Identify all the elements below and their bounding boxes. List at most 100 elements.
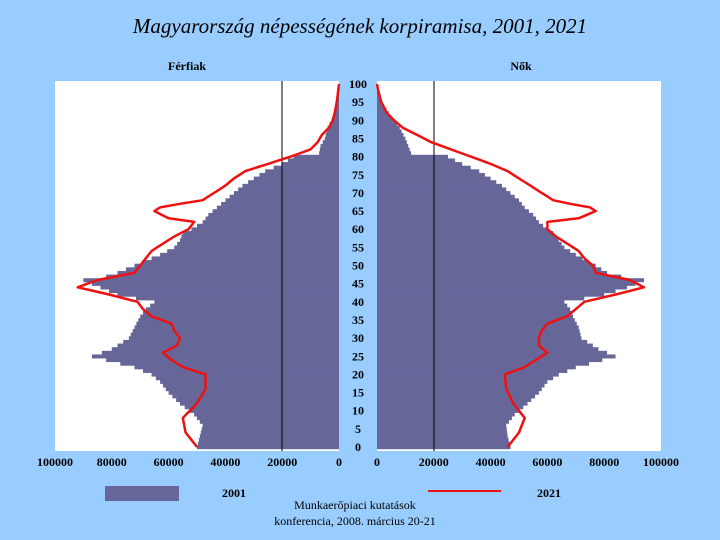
age-tick-30: 30 xyxy=(352,331,364,345)
female-bar-age-13 xyxy=(377,398,532,403)
male-bar-age-84 xyxy=(322,140,339,145)
female-bar-age-32 xyxy=(377,329,580,334)
male-bar-age-70 xyxy=(233,191,339,196)
female-bar-age-49 xyxy=(377,267,602,272)
male-bar-age-76 xyxy=(265,169,339,174)
male-bar-age-16 xyxy=(165,387,339,392)
female-bar-age-16 xyxy=(377,387,542,392)
male-bar-age-45 xyxy=(91,281,339,286)
female-bar-age-65 xyxy=(377,209,529,214)
female-bar-age-23 xyxy=(377,361,590,366)
male-bar-age-46 xyxy=(83,278,340,283)
age-tick-15: 15 xyxy=(352,386,364,400)
male-bar-age-49 xyxy=(126,267,339,272)
age-tick-20: 20 xyxy=(352,367,364,381)
female-bar-age-36 xyxy=(377,314,573,319)
male-bar-age-44 xyxy=(100,285,339,290)
female-bar-age-38 xyxy=(377,307,571,312)
age-tick-60: 60 xyxy=(352,222,364,236)
male-bar-age-22 xyxy=(134,365,339,370)
left-x-tick-20000: 20000 xyxy=(267,455,297,469)
legend-2021-label: 2021 xyxy=(537,486,561,500)
male-bar-age-74 xyxy=(253,176,339,181)
female-bar-age-21 xyxy=(377,368,568,373)
male-bar-age-38 xyxy=(145,307,339,312)
male-bar-age-41 xyxy=(135,296,339,301)
female-bar-age-26 xyxy=(377,350,608,355)
male-bar-age-80 xyxy=(293,154,339,159)
female-bar-age-73 xyxy=(377,180,497,185)
female-bar-age-14 xyxy=(377,394,536,399)
female-bar-age-11 xyxy=(377,405,524,410)
female-bar-age-29 xyxy=(377,339,588,344)
female-bar-age-34 xyxy=(377,321,577,326)
female-bar-age-97 xyxy=(377,93,380,98)
male-bar-age-91 xyxy=(333,114,339,119)
male-bar-age-7 xyxy=(199,419,339,424)
female-bar-age-72 xyxy=(377,183,502,188)
age-tick-25: 25 xyxy=(352,349,364,363)
male-bar-age-52 xyxy=(151,256,339,261)
female-bar-age-86 xyxy=(377,133,404,138)
male-bar-age-39 xyxy=(150,303,339,308)
female-bar-age-94 xyxy=(377,103,385,108)
female-bar-age-8 xyxy=(377,416,512,421)
left-x-tick-0: 0 xyxy=(336,455,342,469)
male-bar-age-15 xyxy=(168,390,339,395)
male-bar-age-60 xyxy=(191,227,339,232)
female-bar-age-2 xyxy=(377,437,509,442)
female-bar-age-79 xyxy=(377,158,456,163)
female-bar-age-76 xyxy=(377,169,480,174)
female-bar-age-19 xyxy=(377,376,554,381)
age-tick-0: 0 xyxy=(355,440,361,454)
age-tick-80: 80 xyxy=(352,150,364,164)
age-tick-35: 35 xyxy=(352,313,364,327)
male-bar-age-2 xyxy=(198,437,339,442)
female-bar-age-25 xyxy=(377,354,616,359)
female-bar-age-40 xyxy=(377,300,565,304)
male-bar-age-21 xyxy=(143,368,339,373)
male-bar-age-75 xyxy=(259,172,339,177)
female-bar-age-81 xyxy=(377,151,412,156)
male-bar-age-5 xyxy=(201,427,339,432)
male-bar-age-33 xyxy=(134,325,339,330)
female-bar-age-58 xyxy=(377,234,556,239)
female-bar-age-96 xyxy=(377,96,381,101)
male-bar-age-23 xyxy=(120,361,339,366)
male-bar-age-58 xyxy=(181,234,339,239)
male-bar-age-28 xyxy=(117,343,339,348)
right-side-label: Nők xyxy=(510,59,532,73)
male-bar-age-17 xyxy=(162,383,339,388)
female-bar-age-90 xyxy=(377,118,395,123)
female-bar-age-5 xyxy=(377,427,507,432)
male-bar-age-26 xyxy=(101,350,339,355)
female-bar-age-28 xyxy=(377,343,593,348)
male-bar-age-13 xyxy=(176,398,339,403)
left-x-tick-40000: 40000 xyxy=(210,455,240,469)
male-bar-age-11 xyxy=(184,405,339,410)
male-bar-age-51 xyxy=(143,260,339,265)
male-bar-age-14 xyxy=(172,394,339,399)
female-bar-age-27 xyxy=(377,347,599,352)
male-bar-age-83 xyxy=(320,143,339,148)
male-bar-age-42 xyxy=(117,292,339,297)
female-bar-age-45 xyxy=(377,281,636,286)
right-x-tick-100000: 100000 xyxy=(643,455,679,469)
male-bar-age-56 xyxy=(177,241,339,246)
male-bar-age-27 xyxy=(111,347,339,352)
female-bar-age-44 xyxy=(377,285,627,290)
left-x-tick-80000: 80000 xyxy=(97,455,127,469)
females-2001-bars xyxy=(377,85,644,450)
left-side-label: Férfiak xyxy=(168,59,206,73)
female-bar-age-24 xyxy=(377,358,603,363)
female-bar-age-48 xyxy=(377,270,608,275)
male-bar-age-63 xyxy=(205,216,339,221)
female-bar-age-59 xyxy=(377,231,554,236)
male-bar-age-69 xyxy=(229,194,339,199)
female-bar-age-62 xyxy=(377,220,539,225)
male-bar-age-54 xyxy=(167,249,339,254)
female-bar-age-52 xyxy=(377,256,583,261)
age-tick-65: 65 xyxy=(352,204,364,218)
male-bar-age-40 xyxy=(154,300,339,304)
